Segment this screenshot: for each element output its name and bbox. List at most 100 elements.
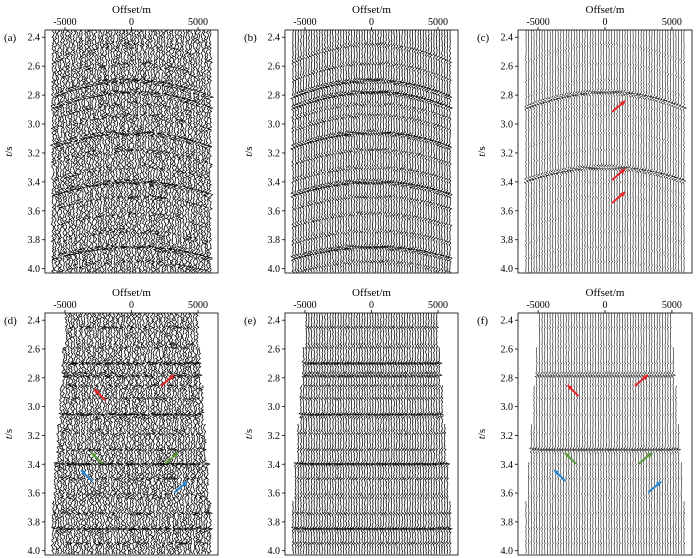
trace [324, 30, 332, 273]
trace [612, 313, 618, 555]
trace [683, 501, 686, 555]
trace [447, 30, 454, 273]
x-tick-label: 0 [603, 300, 608, 311]
trace [153, 313, 162, 555]
y-tick-label: 3.0 [268, 402, 281, 413]
trace [404, 313, 411, 555]
y-tick-label: 2.6 [28, 62, 41, 73]
trace [161, 313, 170, 555]
trace [559, 30, 565, 273]
trace [564, 30, 570, 273]
trace [528, 30, 535, 273]
trace [556, 313, 562, 555]
trace [76, 30, 84, 273]
trace [636, 313, 642, 555]
trace [51, 30, 61, 273]
trace [590, 30, 596, 273]
wiggle-traces [290, 30, 454, 273]
trace [577, 313, 583, 555]
trace [622, 313, 629, 555]
trace [582, 30, 588, 273]
x-axis-title: Offset/m [112, 287, 151, 299]
panel-label: (d) [4, 315, 17, 327]
trace [423, 313, 430, 555]
trace [176, 313, 186, 555]
trace [566, 313, 572, 555]
trace [612, 30, 618, 273]
trace [442, 30, 449, 273]
trace [378, 313, 385, 555]
trace [195, 30, 203, 273]
trace [129, 30, 137, 273]
trace [291, 500, 297, 554]
panel-a: -5000 0 5000 Offset/m 2.4 2.6 2.8 3.0 3.2 3.4 3.6 3… [3, 4, 219, 275]
x-tick-label: -5000 [53, 17, 76, 28]
trace [550, 30, 556, 273]
trace [431, 313, 438, 555]
trace [161, 30, 169, 273]
trace [370, 30, 377, 273]
trace [601, 313, 607, 555]
trace [180, 30, 188, 273]
trace [439, 30, 446, 273]
arrow-blue [647, 480, 662, 494]
trace [314, 30, 320, 273]
trace [316, 313, 324, 555]
trace [341, 30, 348, 273]
y-axis-title: t/s [243, 429, 255, 439]
trace [308, 30, 316, 273]
trace [598, 313, 605, 555]
trace [410, 313, 417, 555]
trace [426, 313, 433, 555]
arrow-red [611, 191, 626, 204]
trace [606, 313, 613, 555]
trace [413, 30, 420, 273]
trace [641, 313, 648, 555]
trace [64, 30, 73, 273]
x-axis-title: Offset/m [586, 4, 625, 16]
panel-label: (a) [4, 32, 17, 44]
trace [94, 30, 102, 273]
y-tick-label: 4.0 [501, 264, 514, 275]
trace [348, 313, 355, 555]
y-tick-label: 4.0 [28, 546, 41, 557]
trace [56, 30, 65, 273]
trace [396, 30, 404, 273]
y-tick-label: 2.8 [28, 373, 41, 384]
x-tick-label: -5000 [293, 300, 316, 311]
trace [332, 313, 340, 555]
trace [545, 30, 551, 273]
trace [157, 30, 166, 273]
y-tick-label: 3.8 [268, 235, 281, 246]
trace [300, 347, 308, 555]
trace [569, 30, 575, 273]
trace [425, 30, 433, 273]
x-tick-label: 5000 [662, 17, 682, 28]
trace [322, 30, 329, 273]
trace [582, 313, 589, 555]
trace [147, 30, 156, 273]
trace [641, 30, 648, 273]
trace [585, 30, 591, 273]
y-tick-label: 2.4 [268, 316, 281, 327]
y-tick-label: 2.6 [501, 62, 514, 73]
trace [187, 30, 195, 273]
trace [156, 313, 164, 555]
trace [295, 424, 302, 555]
trace [126, 30, 135, 273]
trace [121, 30, 130, 273]
trace [201, 30, 210, 273]
trace [370, 313, 377, 555]
y-tick-label: 4.0 [268, 546, 281, 557]
x-tick-label: 0 [129, 17, 134, 28]
trace [356, 30, 364, 273]
trace [102, 30, 110, 273]
trace [553, 313, 559, 555]
trace [652, 313, 658, 555]
y-tick-label: 3.2 [268, 148, 281, 159]
trace [107, 30, 116, 273]
trace [588, 30, 594, 273]
y-tick-label: 2.4 [28, 316, 41, 327]
trace [207, 500, 214, 555]
trace [372, 30, 380, 273]
